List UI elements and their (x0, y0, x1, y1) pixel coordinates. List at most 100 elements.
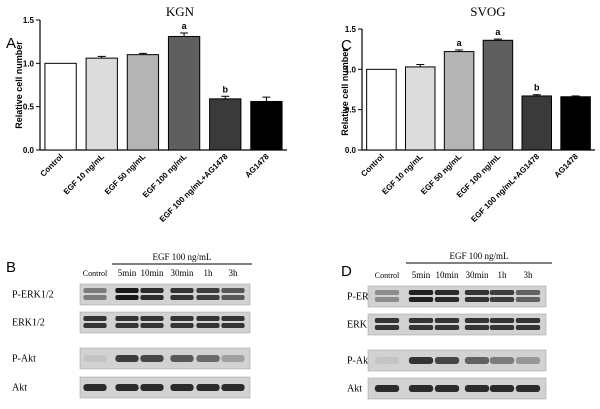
blot-band (83, 295, 107, 300)
blot-row-label: ERK1/2 (12, 318, 45, 329)
bar (366, 68, 397, 151)
blot-band (434, 357, 460, 364)
blot-band (140, 323, 164, 328)
blot-band (196, 323, 220, 328)
x-tick-label: EGF 100 ng/mL+AG1478 (469, 152, 541, 224)
bar (85, 57, 118, 151)
blot-band (374, 297, 400, 302)
blot-band (196, 384, 220, 391)
blot-band (115, 288, 139, 293)
significance-label: b (534, 83, 540, 93)
blot-band (464, 357, 490, 364)
blot-band (515, 325, 541, 330)
bar (521, 95, 553, 151)
blot-band (83, 355, 107, 362)
blot-band (515, 357, 541, 364)
blot-band (489, 385, 515, 392)
blot-band (115, 316, 139, 321)
blot-band (408, 290, 434, 295)
blot-strip (79, 283, 251, 306)
blot-band (434, 290, 460, 295)
blot-row-label: Akt (12, 383, 27, 394)
significance-label: b (223, 84, 229, 94)
blot-band (464, 290, 490, 295)
x-tick-label: AG1478 (243, 152, 271, 180)
lane-label: 3h (229, 268, 239, 278)
bar (44, 62, 77, 151)
blot-band (115, 295, 139, 300)
blot-band (221, 288, 245, 293)
y-tick-label: 1.5 (345, 25, 357, 34)
blot-band (221, 295, 245, 300)
bar (482, 39, 514, 151)
western-blot-d: D EGF 100 ng/mL Control 5min 10min 30min 1h 3h P… (341, 251, 552, 400)
panel-label: D (341, 263, 352, 280)
blot-strip (367, 285, 547, 308)
blot-band (196, 288, 220, 293)
y-axis-label: Relative cell number (340, 48, 350, 136)
treatment-label: EGF 100 ng/mL (152, 252, 211, 262)
lane-label: 1h (204, 268, 214, 278)
blot-band (374, 385, 400, 392)
y-tick-label: 1.0 (345, 65, 357, 74)
x-tick-label: EGF 50 ng/mL (103, 152, 147, 196)
blot-band (196, 316, 220, 321)
blot-row-label: Akt (347, 384, 362, 395)
y-tick-label: 1.5 (23, 16, 35, 25)
blot-row-label: ERK1/2 (347, 320, 380, 331)
bar (443, 51, 475, 151)
blot-strip (79, 311, 251, 334)
lane-label: Control (375, 271, 400, 280)
blot-band (83, 316, 107, 321)
blot-band (221, 355, 245, 362)
blot-band (170, 316, 194, 321)
panel-label: B (6, 259, 16, 276)
bar (167, 35, 201, 151)
lane-label: 10min (140, 268, 164, 278)
blot-band (489, 357, 515, 364)
lane-label: 30min (170, 268, 194, 278)
significance-label: a (457, 38, 463, 48)
significance-label: a (495, 27, 501, 37)
blot-band (489, 318, 515, 323)
y-tick-label: 0.0 (345, 146, 357, 155)
blot-band (515, 385, 541, 392)
blot-band (83, 323, 107, 328)
blot-band (408, 318, 434, 323)
blot-band (434, 325, 460, 330)
significance-label: a (182, 21, 188, 31)
blot-band (170, 355, 194, 362)
x-tick-label: EGF 100 ng/mL+AG1478 (158, 152, 230, 224)
blot-band (140, 355, 164, 362)
blot-band (221, 384, 245, 391)
blot-band (83, 384, 107, 391)
blot-band (408, 297, 434, 302)
blot-band (464, 385, 490, 392)
blot-band (115, 323, 139, 328)
blot-band (140, 295, 164, 300)
blot-band (489, 325, 515, 330)
x-tick-label: AG1478 (553, 152, 581, 180)
x-tick-label: EGF 100 ng/mL (141, 152, 189, 200)
x-tick-label: Control (359, 152, 385, 178)
blot-band (196, 355, 220, 362)
blot-band (374, 325, 400, 330)
blot-band (140, 384, 164, 391)
lane-label: 3h (524, 270, 534, 280)
bar (209, 98, 242, 151)
blot-band (221, 323, 245, 328)
blot-band (464, 318, 490, 323)
lane-label: 5min (412, 270, 431, 280)
blot-band (374, 357, 400, 364)
blot-band (196, 295, 220, 300)
blot-band (489, 297, 515, 302)
x-tick-label: EGF 10 ng/mL (62, 152, 106, 196)
blot-band (140, 316, 164, 321)
blot-band (434, 318, 460, 323)
blot-band (408, 357, 434, 364)
bar (126, 54, 160, 151)
blot-band (140, 288, 164, 293)
